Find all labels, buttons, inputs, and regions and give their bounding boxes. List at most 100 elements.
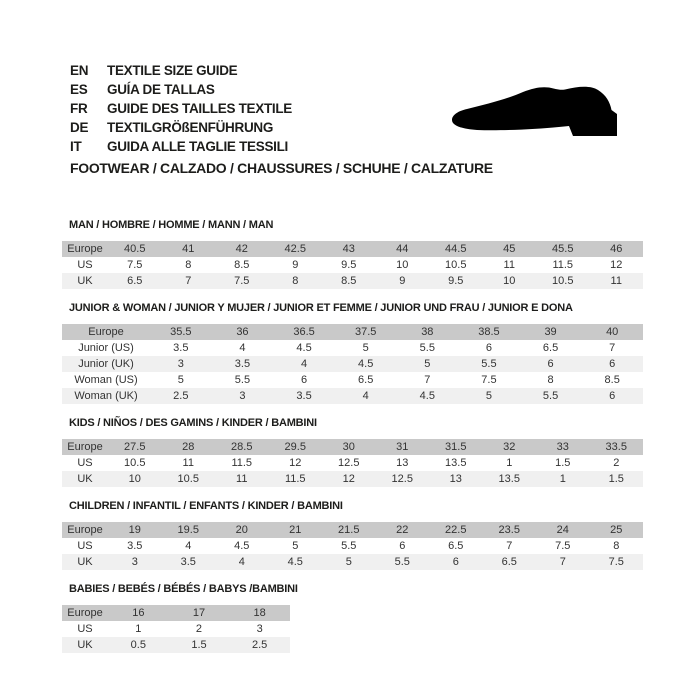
- size-cell: 36: [211, 324, 274, 340]
- table-row: US 10.5 11 11.5 12 12.5 13 13.5 1 1.5 2: [62, 455, 643, 471]
- lang-code: ES: [70, 82, 88, 97]
- size-cell: 17: [168, 605, 230, 621]
- size-cell: 19: [108, 522, 162, 538]
- size-cell: 13.5: [445, 457, 467, 469]
- size-cell: 8: [268, 273, 322, 289]
- lang-code: FR: [70, 101, 88, 116]
- size-table-title: KIDS / NIÑOS / DES GAMINS / KINDER / BAM…: [69, 417, 317, 429]
- size-cell: 3.5: [273, 388, 335, 404]
- size-cell: 4: [334, 388, 397, 404]
- size-cell: 5: [396, 356, 459, 372]
- lang-row-fr: FR GUIDE DES TAILLES TEXTILE: [70, 99, 292, 118]
- lang-row-it: IT GUIDA ALLE TAGLIE TESSILI: [70, 137, 292, 156]
- size-cell: 44: [375, 241, 429, 257]
- size-table-title: BABIES / BEBÉS / BÉBÉS / BABYS /BAMBINI: [69, 583, 298, 595]
- lang-label: TEXTILE SIZE GUIDE: [107, 63, 238, 78]
- size-cell: 39: [519, 324, 582, 340]
- size-cell: 12: [610, 259, 623, 271]
- row-label: US: [77, 259, 93, 271]
- size-cell: 31: [375, 439, 429, 455]
- size-cell: 5: [362, 342, 369, 354]
- size-cell: 12: [322, 471, 376, 487]
- size-cell: 4.5: [234, 540, 250, 552]
- size-cell: 11.5: [552, 259, 574, 271]
- size-cell: 4: [239, 342, 246, 354]
- size-cell: 13: [396, 457, 409, 469]
- size-cell: 5.5: [519, 388, 582, 404]
- table-header-row: Europe 19 19.5 20 21 21.5 22 22.5 23.5 24 25: [62, 522, 643, 538]
- size-cell: 5: [292, 540, 299, 552]
- size-cell: 7: [424, 374, 431, 386]
- lang-row-de: DE TEXTILGRÖßENFÜHRUNG: [70, 118, 292, 137]
- size-cell: 32: [482, 439, 536, 455]
- row-label: UK: [62, 554, 108, 570]
- size-cell: 45: [482, 241, 536, 257]
- size-cell: 27.5: [108, 439, 162, 455]
- size-cell: 6: [485, 342, 492, 354]
- size-table-section: MAN / HOMBRE / HOMME / MANN / MAN Europe 4…: [62, 219, 643, 289]
- size-cell: 4.5: [268, 554, 322, 570]
- category-line: FOOTWEAR / CALZADO / CHAUSSURES / SCHUHE…: [70, 160, 493, 176]
- size-cell: 45.5: [536, 241, 590, 257]
- row-label: US: [77, 540, 93, 552]
- size-cell: 7.5: [127, 259, 143, 271]
- size-cell: 6: [519, 356, 582, 372]
- size-cell: 16: [108, 605, 169, 621]
- size-table-section: KIDS / NIÑOS / DES GAMINS / KINDER / BAM…: [62, 417, 643, 487]
- row-label: UK: [62, 637, 108, 653]
- size-cell: 8.5: [322, 273, 376, 289]
- size-cell: 18: [229, 605, 290, 621]
- size-cell: 25: [589, 522, 643, 538]
- size-cell: 2: [195, 623, 203, 635]
- size-cell: 38: [396, 324, 459, 340]
- size-cell: 4: [215, 554, 269, 570]
- size-table: Europe 27.5 28 28.5 29.5 30 31 31.5 32 33 33.5 US 10…: [62, 439, 643, 487]
- size-cell: 10: [396, 259, 409, 271]
- size-cell: 6: [301, 374, 308, 386]
- size-cell: 7.5: [215, 273, 269, 289]
- size-cell: 6: [429, 554, 483, 570]
- size-cell: 19.5: [161, 522, 215, 538]
- size-cell: 6: [581, 356, 643, 372]
- size-cell: 2.5: [229, 637, 290, 653]
- size-cell: 22: [375, 522, 429, 538]
- lang-code: IT: [70, 139, 82, 154]
- table-row: Woman (US) 5 5.5 6 6.5 7 7.5 8 8.5: [62, 372, 643, 388]
- size-cell: 7: [161, 273, 215, 289]
- size-cell: 10.5: [161, 471, 215, 487]
- size-cell: 1.5: [555, 457, 571, 469]
- size-cell: 12.5: [338, 457, 360, 469]
- lang-label: GUIDE DES TAILLES TEXTILE: [107, 101, 293, 116]
- size-cell: 11.5: [231, 457, 253, 469]
- size-cell: 28: [161, 439, 215, 455]
- lang-label: TEXTILGRÖßENFÜHRUNG: [107, 120, 274, 135]
- size-cell: 4: [185, 540, 192, 552]
- row-label: Europe: [62, 324, 150, 340]
- size-cell: 8: [185, 259, 192, 271]
- size-table: Europe 19 19.5 20 21 21.5 22 22.5 23.5 24 25 US 3.5 4…: [62, 522, 643, 570]
- size-cell: 22.5: [429, 522, 483, 538]
- size-cell: 4: [273, 356, 335, 372]
- size-cell: 44.5: [429, 241, 483, 257]
- size-table-title: JUNIOR & WOMAN / JUNIOR Y MUJER / JUNIOR…: [69, 302, 573, 314]
- size-cell: 10.5: [445, 259, 467, 271]
- row-label: Europe: [62, 522, 108, 538]
- size-cell: 11: [503, 259, 515, 271]
- size-cell: 7: [536, 554, 590, 570]
- size-cell: 6: [581, 388, 643, 404]
- size-cell: 3.5: [161, 554, 215, 570]
- size-table-section: CHILDREN / INFANTIL / ENFANTS / KINDER /…: [62, 500, 643, 570]
- size-cell: 8: [547, 374, 554, 386]
- size-cell: 5: [322, 554, 376, 570]
- table-header-row: Europe 40.5 41 42 42.5 43 44 44.5 45 45.5 46: [62, 241, 643, 257]
- size-cell: 2: [613, 457, 620, 469]
- size-cell: 5.5: [419, 342, 435, 354]
- size-cell: 1: [536, 471, 590, 487]
- size-cell: 23.5: [482, 522, 536, 538]
- size-cell: 3.5: [127, 540, 143, 552]
- language-title-block: EN TEXTILE SIZE GUIDE ES GUÍA DE TALLAS …: [70, 61, 292, 156]
- row-label: UK: [62, 273, 108, 289]
- row-label: Junior (UK): [62, 356, 150, 372]
- size-cell: 9.5: [429, 273, 483, 289]
